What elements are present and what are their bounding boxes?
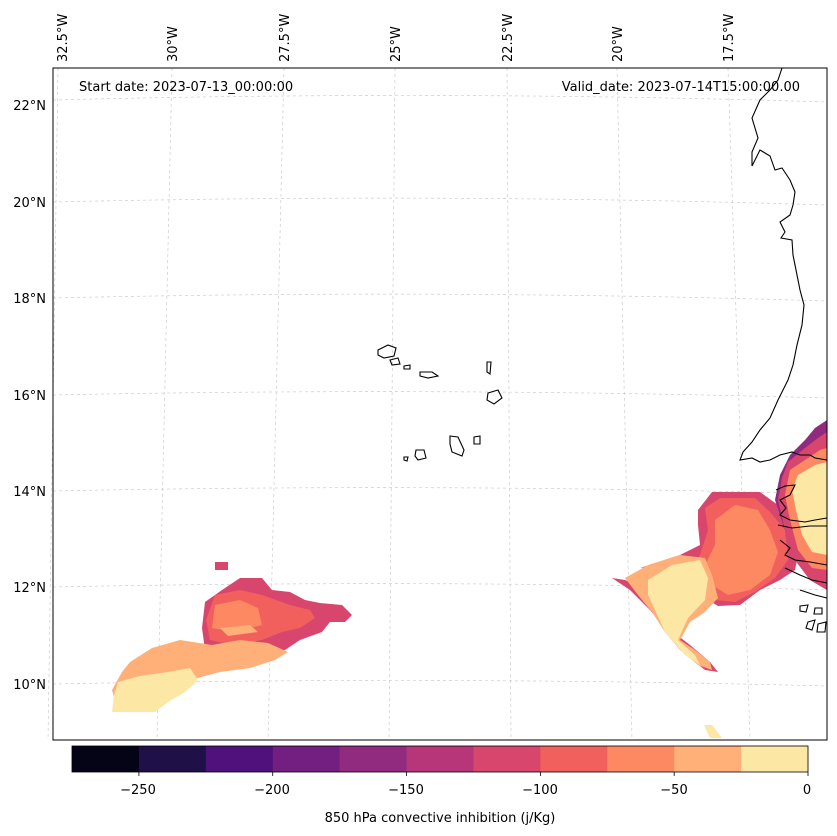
lon-label-25w: 25°W	[389, 26, 404, 62]
lat-gridline-12	[52, 583, 828, 591]
colorbar-segment	[406, 746, 474, 772]
cin-contours	[112, 420, 827, 738]
contour-west-core	[220, 625, 258, 636]
colorbar-tick-label: 0	[803, 783, 811, 798]
island-fogo	[414, 449, 427, 461]
colorbar-segment	[205, 746, 274, 772]
contour-bottom-speck	[704, 725, 722, 738]
colorbar-segment	[674, 746, 742, 772]
lon-gridline-30	[156, 67, 173, 741]
contour-sw-core	[112, 668, 198, 712]
lon-label-27.5w: 27.5°W	[278, 14, 293, 62]
coastlines	[377, 67, 828, 633]
colorbar-segment	[607, 746, 675, 772]
lat-gridline-14	[52, 487, 828, 495]
colorbar-tick-label: −50	[660, 783, 687, 798]
colorbar-frame	[71, 745, 809, 773]
lat-label-16n: 16°N	[13, 389, 46, 404]
lat-label-22n: 22°N	[13, 99, 46, 114]
colorbar-segment	[473, 746, 541, 772]
island-sal	[486, 361, 492, 375]
contour-west-inner	[212, 600, 262, 632]
colorbar-label: 850 hPa convective inhibition (j/Kg)	[325, 811, 556, 826]
lat-labels: 22°N 20°N 18°N 16°N 14°N 12°N 10°N	[13, 99, 46, 693]
lat-label-20n: 20°N	[13, 196, 46, 211]
island-boa-vista	[486, 389, 503, 405]
bijagos-islands	[799, 604, 827, 633]
lat-label-10n: 10°N	[13, 678, 46, 693]
senegal-gambia-coast	[775, 484, 828, 599]
island-sao-nicolau	[419, 371, 440, 379]
map-frame	[52, 67, 828, 741]
lat-gridline-22	[52, 95, 828, 103]
lat-label-12n: 12°N	[13, 581, 46, 596]
africa-coastline	[739, 67, 828, 463]
start-date-label: Start date: 2023-07-13_00:00:00	[79, 80, 293, 95]
colorbar-segment	[72, 746, 140, 772]
lon-label-30w: 30°W	[166, 26, 181, 62]
lat-label-14n: 14°N	[13, 485, 46, 500]
lon-label-22.5w: 22.5°W	[501, 14, 516, 62]
colorbar-segment	[540, 746, 608, 772]
valid-date-label: Valid_date: 2023-07-14T15:00:00.00	[562, 80, 800, 95]
colorbar-segment	[138, 746, 207, 772]
colorbar	[71, 745, 809, 776]
island-maio	[473, 435, 481, 445]
contour-south-core	[648, 560, 708, 665]
island-brava	[403, 456, 409, 462]
lon-gridline-17.5	[727, 67, 751, 741]
colorbar-tick-label: −150	[388, 783, 424, 798]
lat-label-18n: 18°N	[13, 292, 46, 307]
lon-gridline-20	[616, 67, 633, 741]
colorbar-segment	[272, 746, 341, 772]
colorbar-segment	[741, 746, 809, 772]
island-santa-luzia	[403, 364, 411, 370]
contour-east-patch	[730, 520, 765, 565]
colorbar-tick-label: −100	[522, 783, 558, 798]
lat-gridline-16	[52, 391, 828, 399]
lon-gridline-22.5	[506, 67, 512, 741]
colorbar-tick-label: −200	[254, 783, 290, 798]
colorbar-segment	[339, 746, 408, 772]
lon-labels: 32.5°W 30°W 27.5°W 25°W 22.5°W 20°W 17.5…	[56, 14, 737, 62]
island-santo-antao	[377, 344, 397, 359]
lat-gridline-18	[52, 293, 828, 302]
contour-ne-core	[792, 462, 827, 555]
lon-label-32.5w: 32.5°W	[56, 14, 71, 62]
colorbar-tick-label: −250	[120, 783, 156, 798]
lon-gridline-25	[388, 67, 396, 741]
island-sao-vicente	[389, 357, 401, 366]
lon-label-17.5w: 17.5°W	[722, 14, 737, 62]
lon-label-20w: 20°W	[611, 26, 626, 62]
colorbar-ticks: −250 −200 −150 −100 −50 0	[120, 783, 811, 798]
island-santiago	[449, 435, 465, 457]
gridlines	[47, 67, 828, 741]
lat-gridline-20	[52, 197, 828, 206]
